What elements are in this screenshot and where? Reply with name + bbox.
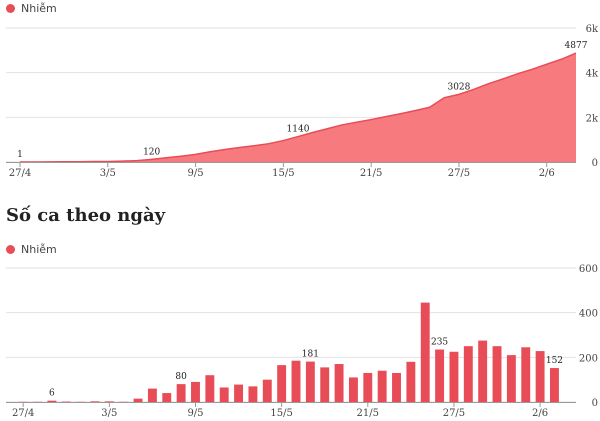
y-tick-label: 4k — [586, 69, 599, 80]
data-label: 235 — [431, 338, 448, 348]
data-label: 152 — [546, 356, 563, 366]
bar — [191, 381, 200, 402]
bar — [521, 347, 531, 402]
bar — [205, 375, 215, 402]
bar — [363, 372, 373, 402]
bar — [463, 346, 473, 402]
bar — [334, 364, 344, 402]
bar — [61, 401, 71, 403]
x-tick-label: 27/5 — [448, 168, 470, 179]
x-tick-label: 27/5 — [443, 408, 465, 419]
legend-dot-icon — [6, 245, 15, 254]
bar — [262, 379, 272, 402]
bar — [320, 367, 330, 402]
data-label: 6 — [49, 389, 55, 399]
y-tick-label: 600 — [579, 264, 598, 275]
bar — [420, 302, 430, 402]
bar — [147, 388, 157, 402]
data-label: 1140 — [287, 125, 310, 135]
y-tick-label: 6k — [586, 24, 599, 35]
bar — [133, 398, 143, 402]
legend-label-daily: Nhiễm — [21, 243, 57, 256]
bar — [392, 372, 401, 402]
x-tick-label: 3/5 — [100, 168, 116, 179]
cumulative-line — [19, 52, 577, 163]
x-tick-label: 21/5 — [357, 408, 379, 419]
bar — [234, 384, 244, 402]
y-tick-label: 0 — [592, 398, 598, 409]
bar — [535, 351, 545, 402]
x-tick-label: 2/6 — [539, 168, 555, 179]
bar — [435, 349, 445, 402]
bar — [478, 340, 488, 402]
cumulative-area — [20, 53, 576, 162]
y-tick-label: 0 — [592, 158, 598, 169]
cumulative-cases-chart: 0 2k 4k 6k 27/4 3/5 9/5 15/5 21/5 27/5 2/6 1 120 1140… — [6, 24, 599, 179]
data-label: 3028 — [447, 82, 470, 92]
legend-label-cumulative: Nhiễm — [21, 2, 57, 15]
legend-daily: Nhiễm — [6, 243, 57, 256]
bar — [348, 377, 358, 402]
bar — [162, 393, 172, 402]
data-label: 80 — [175, 372, 187, 382]
bar — [406, 361, 416, 402]
x-tick-label: 9/5 — [188, 168, 204, 179]
y-tick-label: 2k — [586, 113, 599, 124]
bar — [449, 351, 459, 402]
bar — [377, 370, 387, 402]
legend-cumulative: Nhiễm — [6, 2, 57, 15]
bar — [47, 400, 57, 402]
bar — [176, 384, 186, 402]
bar — [492, 346, 502, 402]
bar — [248, 386, 258, 402]
bar — [291, 360, 301, 402]
bar — [550, 368, 559, 402]
x-tick-label: 21/5 — [360, 168, 382, 179]
data-label: 181 — [302, 350, 319, 360]
legend-dot-icon — [6, 4, 15, 13]
data-label: 120 — [143, 147, 160, 157]
x-tick-label: 9/5 — [187, 408, 203, 419]
daily-cases-title: Số ca theo ngày — [6, 205, 166, 226]
bar — [219, 387, 229, 402]
x-tick-label: 27/4 — [12, 408, 34, 419]
bar — [104, 401, 114, 403]
data-label: 4877 — [565, 41, 588, 51]
bar — [506, 355, 516, 402]
data-label: 1 — [17, 150, 23, 160]
bar — [305, 361, 315, 402]
y-tick-label: 200 — [579, 353, 598, 364]
x-tick-label: 15/5 — [272, 168, 294, 179]
x-tick-label: 3/5 — [101, 408, 117, 419]
x-tick-label: 2/6 — [532, 408, 548, 419]
bar — [277, 365, 287, 402]
x-tick-label: 27/4 — [9, 168, 31, 179]
x-tick-label: 15/5 — [270, 408, 292, 419]
bar — [90, 401, 100, 403]
y-tick-label: 400 — [579, 309, 598, 320]
